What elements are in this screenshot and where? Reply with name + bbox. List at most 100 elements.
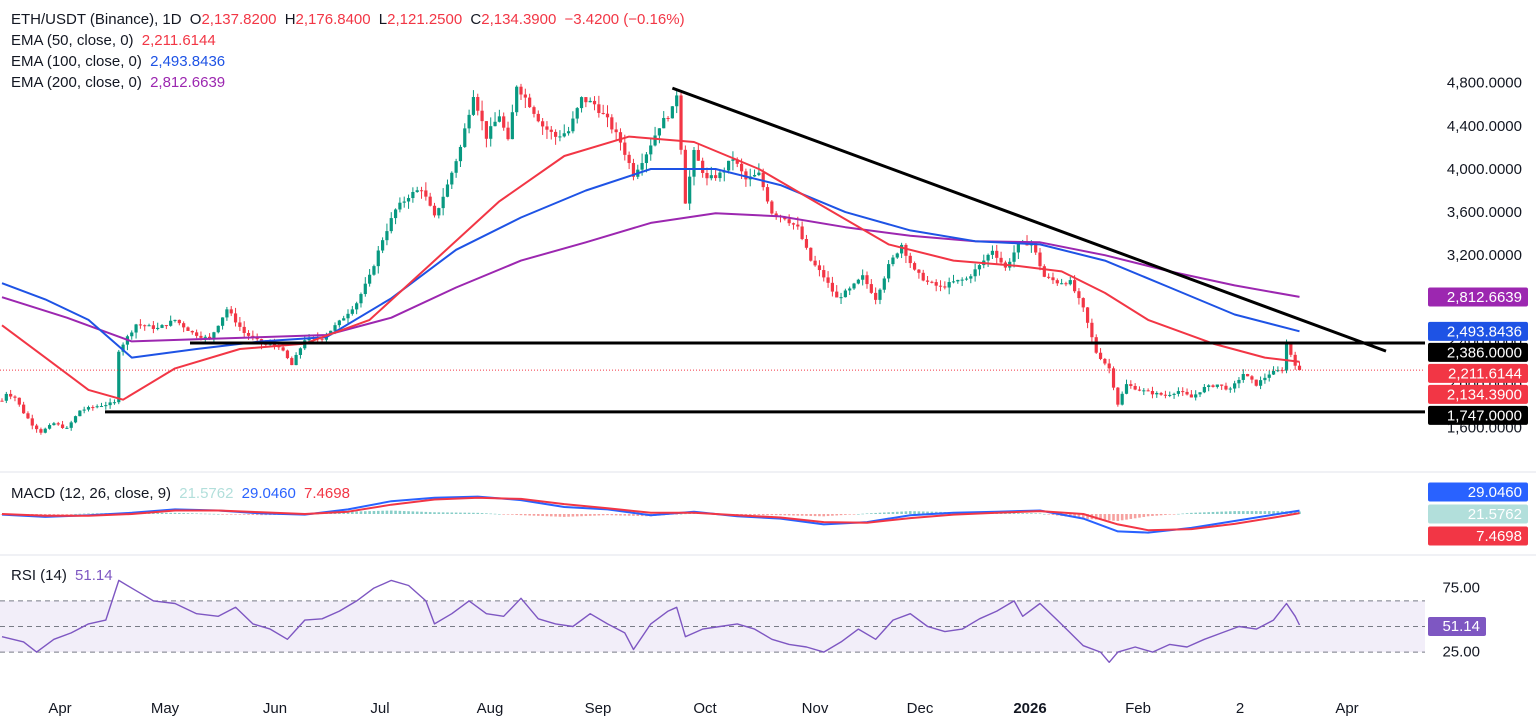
candle-body (1116, 387, 1120, 405)
rsi-tick-label: 25.00 (1442, 644, 1480, 661)
macd-hist-bar (610, 514, 614, 516)
macd-hist-bar (1190, 512, 1193, 514)
candle-body (904, 244, 908, 256)
candle-body (497, 116, 501, 122)
open-key: O (189, 11, 202, 28)
candle-body (160, 325, 164, 328)
macd-hist-bar (376, 510, 380, 514)
macd-hist-bar (351, 511, 354, 514)
candle-body (1233, 383, 1237, 389)
candle-body (874, 292, 878, 300)
candle-body (670, 106, 674, 119)
macd-tag-bg (1428, 504, 1528, 524)
macd-hist-bar (459, 512, 462, 514)
candle-body (1133, 385, 1137, 390)
candle-body (454, 161, 458, 173)
macd-tag: 7.4698 (1476, 528, 1522, 545)
macd-hist-bar (917, 511, 921, 514)
macd-hist-bar (65, 514, 69, 515)
candle-body (536, 113, 540, 122)
candle-body (951, 281, 956, 283)
macd-hist-bar (921, 511, 925, 514)
macd-hist-bar (1246, 511, 1249, 514)
high-value: 2,176.8400 (295, 11, 371, 28)
time-tick-label: Dec (907, 700, 934, 717)
candle-body (47, 425, 52, 429)
candle-body (130, 332, 134, 337)
candle-body (558, 136, 562, 138)
macd-hist-bar (398, 510, 402, 514)
macd-hist-bar (255, 514, 259, 516)
candle-body (744, 171, 748, 180)
macd-hist-bar (476, 512, 480, 514)
macd-hist-bar (757, 514, 761, 516)
macd-hist-bar (1276, 511, 1280, 514)
candle-body (1094, 337, 1098, 353)
macd-hist-bar (865, 513, 869, 515)
price-tag: 2,493.8436 (1447, 323, 1522, 340)
candle-body (995, 250, 999, 258)
candle-body (138, 324, 142, 326)
time-tick-label: Apr (48, 700, 71, 717)
candle-body (830, 282, 834, 292)
candle-body (912, 263, 917, 270)
macd-hist-bar (1047, 514, 1050, 515)
macd-hist-bar (1155, 514, 1159, 516)
price-tag: 2,211.6144 (1448, 365, 1522, 382)
macd-hist-bar (831, 514, 834, 516)
macd-hist-bar (519, 514, 523, 516)
candle-body (419, 190, 424, 192)
macd-hist-bar (91, 513, 95, 514)
macd-hist-bar (212, 513, 216, 515)
macd-hist-bar (761, 514, 765, 516)
candle-body (947, 282, 951, 288)
candle-body (774, 213, 778, 216)
candle-body (709, 175, 713, 179)
macd-hist-bar (562, 514, 566, 517)
macd-hist-bar (601, 514, 605, 516)
candle-body (385, 231, 389, 241)
candle-body (1129, 384, 1133, 386)
candle-body (1077, 291, 1081, 299)
candle-body (1271, 371, 1276, 375)
candle-body (26, 413, 30, 419)
macd-hist-bar (748, 514, 752, 516)
macd-hist-bar (368, 511, 371, 514)
candle-body (190, 330, 194, 333)
macd-hist-bar (411, 511, 415, 514)
macd-hist-bar (913, 511, 916, 514)
candle-body (960, 279, 964, 281)
candle-body (1280, 370, 1284, 372)
candle-body (1085, 307, 1090, 323)
candles-group (0, 83, 1302, 435)
macd-hist-bar (753, 514, 756, 516)
candle-body (865, 275, 869, 285)
candle-body (1220, 384, 1224, 386)
candle-body (22, 404, 26, 414)
ema50-value: 2,211.6144 (141, 32, 216, 49)
candle-body (925, 280, 930, 282)
candle-body (1194, 394, 1198, 398)
candle-body (450, 172, 454, 185)
candle-body (856, 279, 860, 284)
candle-body (1060, 283, 1064, 285)
macd-hist-bar (900, 511, 903, 514)
macd-hist-bar (511, 514, 514, 515)
macd-hist-bar (199, 513, 203, 515)
price-tick-label: 4,800.0000 (1447, 75, 1522, 92)
macd-hist-bar (182, 513, 185, 514)
macd-hist-bar (1086, 514, 1089, 519)
candle-body (389, 218, 393, 232)
ohlc-legend: ETH/USDT (Binance), 1D O2,137.8200 H2,17… (11, 9, 689, 30)
candle-body (424, 190, 428, 197)
candle-body (134, 324, 138, 333)
macd-hist-bar (43, 514, 47, 516)
candle-body (86, 407, 91, 410)
macd-hist-bar (450, 512, 454, 514)
candle-body (359, 294, 363, 304)
macd-hist-bar (1159, 514, 1163, 516)
candle-body (78, 410, 82, 417)
macd-hist-bar (580, 514, 583, 517)
candle-body (696, 149, 700, 161)
